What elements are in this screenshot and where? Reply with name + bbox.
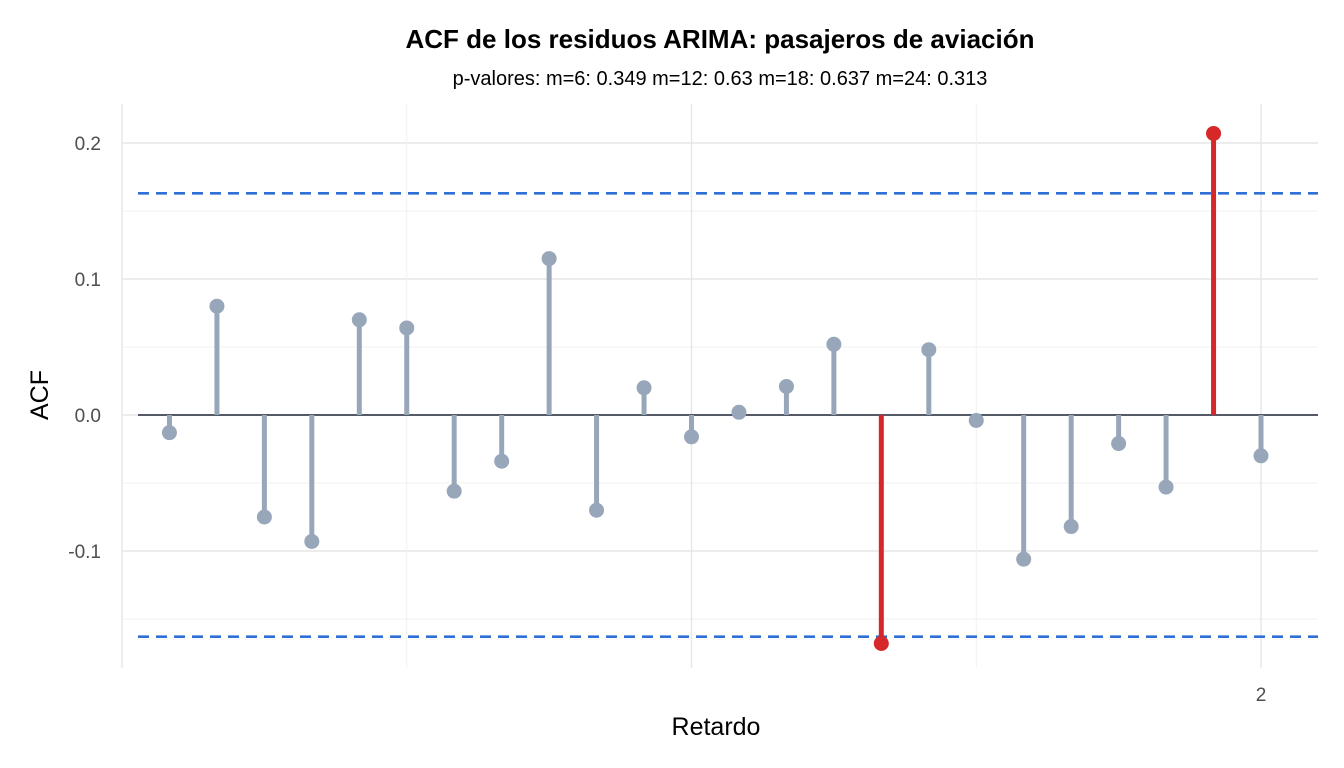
y-tick-label: -0.1 (68, 542, 101, 563)
acf-point (778, 378, 794, 394)
acf-point (968, 412, 984, 428)
chart-subtitle: p-valores: m=6: 0.349 m=12: 0.63 m=18: 0… (452, 68, 988, 90)
acf-point (1158, 479, 1174, 495)
chart-title: ACF de los residuos ARIMA: pasajeros de … (405, 24, 1035, 54)
acf-lag-11 (636, 380, 652, 415)
acf-lag-12 (684, 415, 699, 445)
acf-point (1016, 551, 1032, 567)
y-axis-title: ACF (26, 370, 54, 420)
acf-point (256, 509, 272, 525)
acf-point (636, 380, 652, 396)
acf-lag-7 (446, 415, 462, 499)
x-axis-title: Retardo (672, 713, 761, 741)
acf-point (399, 320, 415, 336)
acf-point (731, 404, 747, 420)
acf-point (1206, 125, 1222, 141)
acf-lag-9 (541, 251, 557, 415)
tick-labels: 0.2 0.1 0.0 -0.1 2 (68, 134, 1266, 706)
acf-point (873, 635, 889, 651)
acf-lag-22 (1158, 415, 1174, 495)
acf-lag-24 (1253, 415, 1269, 464)
acf-lag-6 (399, 320, 415, 415)
y-tick-label: 0.0 (75, 406, 101, 427)
acf-lag-19 (1016, 415, 1032, 567)
y-tick-label: 0.2 (75, 134, 101, 155)
acf-point (826, 336, 842, 352)
acf-point (1253, 448, 1269, 464)
acf-lag-14 (778, 378, 794, 415)
acf-lag-10 (589, 415, 605, 518)
acf-lag-16 (873, 415, 889, 651)
acf-lag-20 (1063, 415, 1079, 535)
acf-lag-5 (351, 312, 367, 415)
acf-lag-21 (1111, 415, 1127, 452)
acf-point (446, 483, 462, 499)
acf-lag-23 (1206, 125, 1222, 415)
acf-point (684, 429, 699, 445)
y-tick-label: 0.1 (75, 270, 101, 291)
acf-point (1111, 436, 1127, 452)
acf-lag-2 (209, 298, 225, 415)
acf-lag-17 (921, 342, 937, 415)
acf-lag-1 (161, 415, 177, 441)
acf-lag-3 (256, 415, 272, 525)
acf-lag-13 (731, 404, 747, 420)
acf-point (161, 425, 177, 441)
acf-point (541, 251, 557, 267)
grid (121, 104, 1318, 668)
acf-point (209, 298, 225, 314)
acf-stems (161, 125, 1269, 651)
x-tick-label: 2 (1256, 685, 1267, 706)
acf-point (589, 502, 605, 518)
acf-lag-15 (826, 336, 842, 415)
acf-point (921, 342, 937, 358)
acf-lag-4 (304, 415, 320, 549)
acf-point (304, 533, 320, 549)
acf-point (351, 312, 367, 328)
acf-lag-18 (968, 412, 984, 428)
acf-lag-8 (494, 415, 510, 469)
acf-point (494, 453, 510, 469)
acf-point (1063, 519, 1079, 535)
